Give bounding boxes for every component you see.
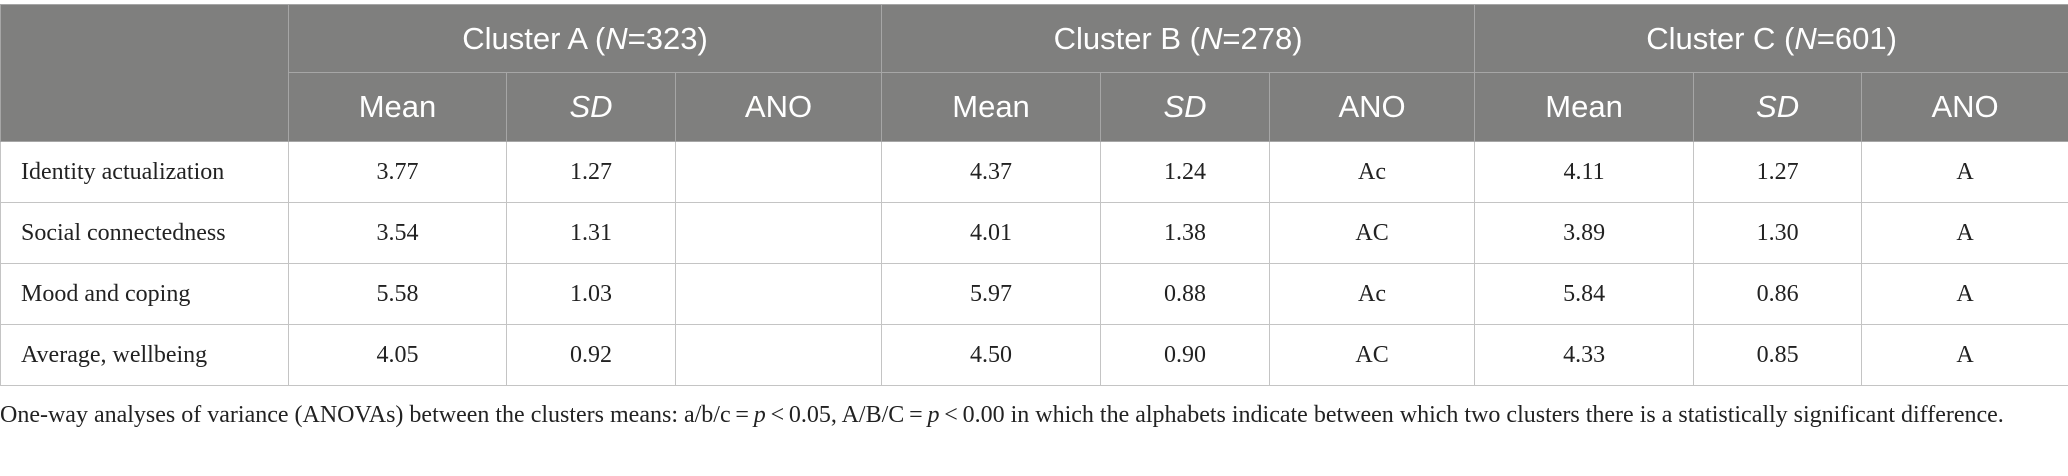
group-header: Cluster B (N=278) — [881, 4, 1476, 73]
header-text: =278) — [1222, 20, 1303, 56]
table-cell: 3.77 — [288, 141, 507, 203]
table-cell: A — [1861, 324, 2068, 386]
column-header: SD — [506, 72, 676, 142]
header-text: N — [1199, 20, 1223, 56]
header-text: Cluster C ( — [1646, 20, 1795, 56]
table-cell: 1.03 — [506, 263, 676, 325]
table-cell: 5.97 — [881, 263, 1102, 325]
header-text: SD — [1163, 89, 1207, 124]
header-text: =323) — [627, 20, 708, 56]
table-cell: 0.85 — [1693, 324, 1863, 386]
table-cell — [674, 324, 883, 386]
table-cell: A — [1861, 263, 2068, 325]
table-cell: 0.86 — [1693, 263, 1863, 325]
table-cell: 1.30 — [1693, 202, 1863, 264]
table-cell: 4.33 — [1474, 324, 1695, 386]
table-cell: 0.88 — [1100, 263, 1271, 325]
table-cell: AC — [1269, 202, 1476, 264]
header-text: N — [1794, 20, 1817, 56]
table-cell: 5.58 — [288, 263, 507, 325]
corner-cell — [0, 4, 289, 142]
column-header: Mean — [288, 72, 507, 142]
table-cell: 3.89 — [1474, 202, 1695, 264]
table-cell: 4.01 — [881, 202, 1102, 264]
table-cell: 3.54 — [288, 202, 507, 264]
table-cell — [674, 263, 883, 325]
header-text: Cluster B ( — [1053, 20, 1200, 56]
table-cell: 0.90 — [1100, 324, 1271, 386]
header-text: ANO — [744, 89, 813, 124]
table-cell: 0.92 — [506, 324, 676, 386]
column-header: SD — [1100, 72, 1271, 142]
footnote: One-way analyses of variance (ANOVAs) be… — [0, 398, 2040, 432]
column-header: Mean — [1474, 72, 1695, 142]
table-cell: 1.27 — [506, 141, 676, 203]
column-header: SD — [1693, 72, 1863, 142]
group-header: Cluster C (N=601) — [1474, 4, 2068, 73]
row-label: Identity actualization — [0, 141, 289, 203]
header-text: =601) — [1816, 20, 1897, 56]
header-text: Mean — [1545, 89, 1623, 124]
column-header: ANO — [674, 72, 883, 142]
header-text: SD — [1756, 89, 1800, 124]
row-label: Mood and coping — [0, 263, 289, 325]
row-label: Social connectedness — [0, 202, 289, 264]
table-cell: 4.50 — [881, 324, 1102, 386]
table-cell: Ac — [1269, 141, 1476, 203]
header-text: SD — [569, 89, 613, 124]
table-cell: AC — [1269, 324, 1476, 386]
table-row: Average, wellbeing 4.05 0.92 4.50 0.90 AC 4.33… — [0, 324, 2068, 386]
header-row: Cluster A (N=323) Cluster B (N=278) Cluste… — [0, 4, 2068, 142]
subheader-row: Mean SD ANO Mean SD ANO Mean SD ANO — [1, 72, 2068, 142]
table-cell: 5.84 — [1474, 263, 1695, 325]
footnote-text: One-way analyses of variance (ANOVAs) be… — [0, 402, 754, 428]
footnote-text: < 0.00 in which the alphabets indicate b… — [939, 402, 2004, 428]
header-text: ANO — [1931, 89, 1999, 124]
row-label: Average, wellbeing — [0, 324, 289, 386]
header-text: Cluster A ( — [462, 20, 606, 56]
footnote-text: < 0.05, A/B/C = — [765, 402, 928, 428]
table-cell: 1.24 — [1100, 141, 1271, 203]
table-row: Mood and coping 5.58 1.03 5.97 0.88 Ac 5.84 0.8… — [0, 263, 2068, 325]
header-text: Mean — [358, 89, 437, 124]
table-cell: 1.38 — [1100, 202, 1271, 264]
column-header: Mean — [881, 72, 1102, 142]
table-cell — [674, 141, 883, 203]
header-text: ANO — [1338, 89, 1406, 124]
group-header: Cluster A (N=323) — [287, 4, 883, 73]
footnote-text: p — [927, 402, 940, 428]
table-cell: 4.11 — [1474, 141, 1695, 203]
table-cell: 1.27 — [1693, 141, 1863, 203]
table-cell: 4.37 — [881, 141, 1102, 203]
table-cell: A — [1861, 141, 2068, 203]
table-cell: 4.05 — [288, 324, 507, 386]
data-table: Cluster A (N=323) Cluster B (N=278) Cluste… — [0, 4, 2068, 386]
table-cell: Ac — [1269, 263, 1476, 325]
column-header: ANO — [1861, 72, 2068, 142]
table-cell — [674, 202, 883, 264]
table-cell: 1.31 — [506, 202, 676, 264]
table-cell: A — [1861, 202, 2068, 264]
column-header: ANO — [1269, 72, 1476, 142]
footnote-text: p — [753, 402, 766, 428]
table-row: Social connectedness 3.54 1.31 4.01 1.38 AC 3.… — [0, 202, 2068, 264]
table-row: Identity actualization 3.77 1.27 4.37 1.24 Ac… — [0, 141, 2068, 203]
header-text: N — [605, 20, 628, 56]
header-text: Mean — [952, 89, 1030, 124]
